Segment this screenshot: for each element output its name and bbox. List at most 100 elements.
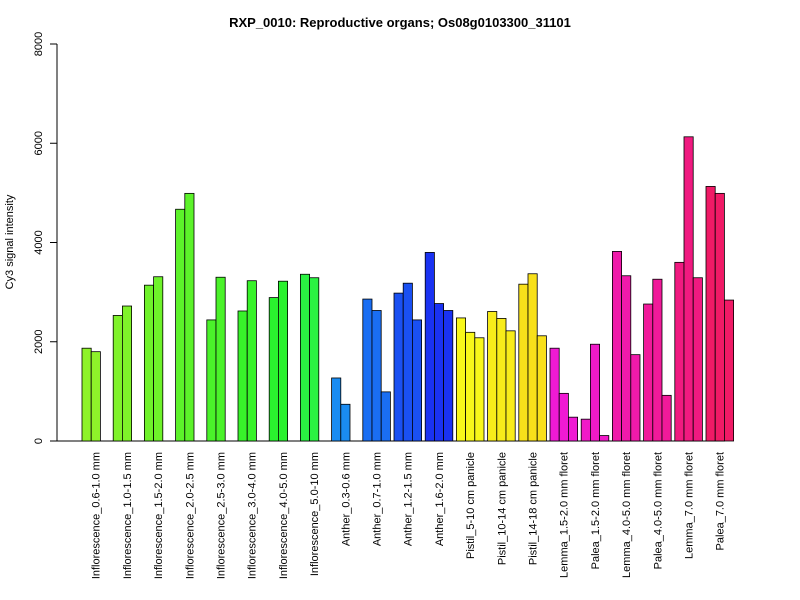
bar <box>380 391 391 442</box>
bar-group <box>206 276 226 442</box>
bar <box>393 292 404 442</box>
bar <box>705 186 716 442</box>
x-category-label: Lemma_4.0-5.0 mm floret <box>621 452 633 578</box>
x-category-label: Lemma_7.0 mm floret <box>684 452 696 559</box>
bar <box>465 331 476 442</box>
bar-group <box>268 280 288 442</box>
bar-group <box>299 273 320 442</box>
bar-group <box>674 136 703 442</box>
bar <box>455 317 466 442</box>
bar <box>237 310 248 442</box>
x-category-label: Inflorescence_4.0-5.0 mm <box>278 452 290 579</box>
bar <box>612 251 623 442</box>
bar <box>692 277 703 442</box>
bar <box>599 435 610 442</box>
x-category-label: Anther_0.3-0.6 mm <box>340 452 352 546</box>
x-category-label: Lemma_1.5-2.0 mm floret <box>559 452 571 578</box>
bar <box>402 282 413 442</box>
bar-group <box>112 305 133 442</box>
bar-group <box>580 343 610 442</box>
x-category-label: Palea_1.5-2.0 mm floret <box>590 452 602 569</box>
x-category-label: Pistil_10-14 cm panicle <box>496 452 508 565</box>
bar-group <box>612 251 641 442</box>
bar <box>309 277 320 442</box>
bar <box>112 315 123 442</box>
bar-groups <box>81 136 735 442</box>
bar <box>724 299 735 442</box>
bar <box>643 303 654 442</box>
y-tick-label: 8000 <box>33 32 45 56</box>
x-category-label: Pistil_14-18 cm panicle <box>528 452 540 565</box>
bar-group <box>362 298 391 442</box>
bar <box>184 192 195 442</box>
x-category-label: Inflorescence_2.5-3.0 mm <box>216 452 228 579</box>
y-tick-label: 0 <box>33 438 45 444</box>
bar <box>621 275 632 442</box>
bar <box>630 354 641 442</box>
bar <box>443 310 454 442</box>
bar-group <box>518 273 547 442</box>
x-category-label: Inflorescence_1.0-1.5 mm <box>122 452 134 579</box>
x-category-label: Anther_0.7-1.0 mm <box>372 452 384 546</box>
bar <box>652 278 663 442</box>
bar-group <box>643 278 672 442</box>
x-category-label: Palea_4.0-5.0 mm floret <box>652 452 664 569</box>
bar <box>215 276 226 442</box>
bar <box>371 310 382 442</box>
bar <box>474 337 485 442</box>
bar-group <box>705 186 735 442</box>
bar <box>424 252 435 442</box>
y-axis-ticks: 0 2000 4000 6000 8000 <box>33 32 57 444</box>
bar <box>683 136 694 442</box>
bar <box>90 351 101 442</box>
bar <box>518 283 529 442</box>
y-tick-label: 2000 <box>33 330 45 354</box>
bar <box>143 284 154 442</box>
bar-group <box>237 280 257 442</box>
bar-group <box>393 282 422 442</box>
bar <box>661 394 672 442</box>
bar <box>580 418 591 442</box>
bar <box>536 335 547 442</box>
y-tick-label: 6000 <box>33 131 45 155</box>
bar-group <box>455 317 485 442</box>
y-tick-label: 4000 <box>33 230 45 254</box>
bar <box>549 347 560 442</box>
x-category-label: Anther_1.6-2.0 mm <box>434 452 446 546</box>
bar-group <box>424 252 454 442</box>
x-category-label: Anther_1.2-1.5 mm <box>403 452 415 546</box>
bar-group <box>143 276 164 442</box>
bar <box>331 377 342 442</box>
x-category-label: Inflorescence_0.6-1.0 mm <box>91 452 103 579</box>
bar <box>277 280 288 442</box>
bar <box>175 208 186 442</box>
bar <box>714 192 725 442</box>
x-category-label: Inflorescence_5.0-10 mm <box>309 452 321 576</box>
bar <box>433 303 444 442</box>
bar <box>505 330 516 442</box>
bar <box>674 261 685 442</box>
bar <box>527 273 538 442</box>
bar <box>81 347 92 442</box>
x-category-label: Pistil_5-10 cm panicle <box>465 452 477 559</box>
bar-group <box>331 377 351 442</box>
bar <box>246 280 257 442</box>
x-category-label: Inflorescence_1.5-2.0 mm <box>153 452 165 579</box>
bar <box>362 298 373 442</box>
bar <box>122 305 133 442</box>
bar-group <box>549 347 579 442</box>
bar <box>590 343 601 442</box>
category-labels: Inflorescence_0.6-1.0 mm Inflorescence_1.… <box>91 452 727 579</box>
bar-group <box>81 347 101 442</box>
bar <box>496 318 507 442</box>
chart-title: RXP_0010: Reproductive organs; Os08g0103… <box>229 15 571 30</box>
x-category-label: Palea_7.0 mm floret <box>715 452 727 550</box>
bar <box>153 276 164 442</box>
x-category-label: Inflorescence_2.0-2.5 mm <box>184 452 196 579</box>
bar-group <box>175 192 195 442</box>
bar <box>299 273 310 442</box>
bar <box>411 319 422 442</box>
y-axis-title: Cy3 signal intensity <box>4 194 16 289</box>
bar <box>558 392 569 442</box>
